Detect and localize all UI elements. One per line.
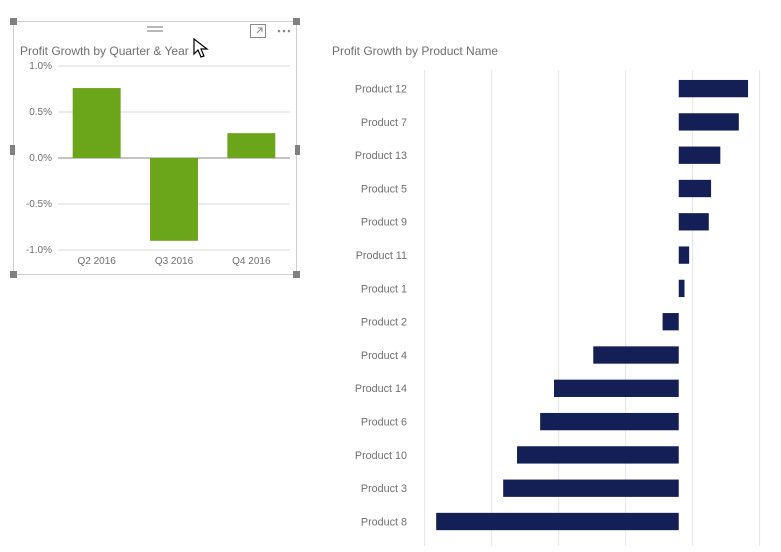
quarter-chart-visual[interactable]: Profit Growth by Quarter & Year -1.0% -0.…: [13, 21, 297, 275]
product-bar[interactable]: [663, 313, 679, 330]
product-bar[interactable]: [679, 80, 748, 97]
svg-text:Product 1: Product 1: [361, 283, 407, 295]
product-bar[interactable]: [679, 213, 709, 230]
svg-text:Product 6: Product 6: [361, 417, 407, 429]
product-bar[interactable]: [679, 280, 685, 297]
product-bar[interactable]: [436, 513, 679, 530]
svg-text:Product 14: Product 14: [355, 383, 407, 395]
svg-text:Product 10: Product 10: [355, 450, 407, 462]
quarter-bar[interactable]: [73, 88, 121, 158]
svg-text:Product 2: Product 2: [361, 317, 407, 329]
product-chart-visual[interactable]: Profit Growth by Product Name Product 12…: [330, 36, 770, 546]
drag-grip-icon[interactable]: [147, 26, 163, 32]
resize-handle-bl[interactable]: [10, 271, 17, 278]
more-options-icon[interactable]: [276, 24, 292, 38]
product-bar[interactable]: [679, 113, 739, 130]
product-bar[interactable]: [593, 346, 678, 363]
svg-text:Product 5: Product 5: [361, 183, 407, 195]
quarter-chart-plot: -1.0% -0.5% 0.0% 0.5% 1.0% Q2 2016 Q3 2016 Q4 2…: [14, 62, 296, 272]
quarter-bar[interactable]: [150, 158, 198, 241]
svg-text:Product 8: Product 8: [361, 516, 407, 528]
svg-text:0.5%: 0.5%: [29, 107, 52, 118]
product-bar[interactable]: [517, 446, 679, 463]
svg-text:Product 4: Product 4: [361, 350, 407, 362]
resize-handle-br[interactable]: [293, 271, 300, 278]
product-bar[interactable]: [540, 413, 679, 430]
svg-text:Product 7: Product 7: [361, 117, 407, 129]
product-bar[interactable]: [679, 246, 689, 263]
quarter-chart-title: Profit Growth by Quarter & Year: [20, 44, 189, 58]
svg-text:Product 12: Product 12: [355, 84, 407, 96]
svg-text:Q4 2016: Q4 2016: [232, 256, 271, 267]
resize-handle-tr[interactable]: [293, 18, 300, 25]
focus-mode-icon[interactable]: [250, 24, 266, 38]
svg-text:0.0%: 0.0%: [29, 153, 52, 164]
product-chart-title: Profit Growth by Product Name: [332, 44, 770, 58]
svg-text:-1.0%: -1.0%: [26, 245, 52, 256]
svg-text:Product 11: Product 11: [356, 250, 407, 262]
quarter-bar[interactable]: [227, 133, 275, 158]
product-bar[interactable]: [679, 180, 711, 197]
svg-text:Product 9: Product 9: [361, 217, 407, 229]
product-bar[interactable]: [503, 480, 679, 497]
visual-header: [250, 24, 292, 38]
resize-handle-tl[interactable]: [10, 18, 17, 25]
svg-text:Q3 2016: Q3 2016: [155, 256, 194, 267]
svg-text:1.0%: 1.0%: [29, 62, 52, 72]
product-bar[interactable]: [554, 380, 679, 397]
svg-text:Product 13: Product 13: [355, 150, 407, 162]
svg-text:Product 3: Product 3: [361, 483, 407, 495]
product-chart-plot: Product 12 Product 7 Product 13 Product 5 Pr…: [330, 70, 770, 546]
product-bar[interactable]: [679, 147, 721, 164]
svg-text:Q2 2016: Q2 2016: [77, 256, 116, 267]
svg-text:-0.5%: -0.5%: [26, 199, 52, 210]
